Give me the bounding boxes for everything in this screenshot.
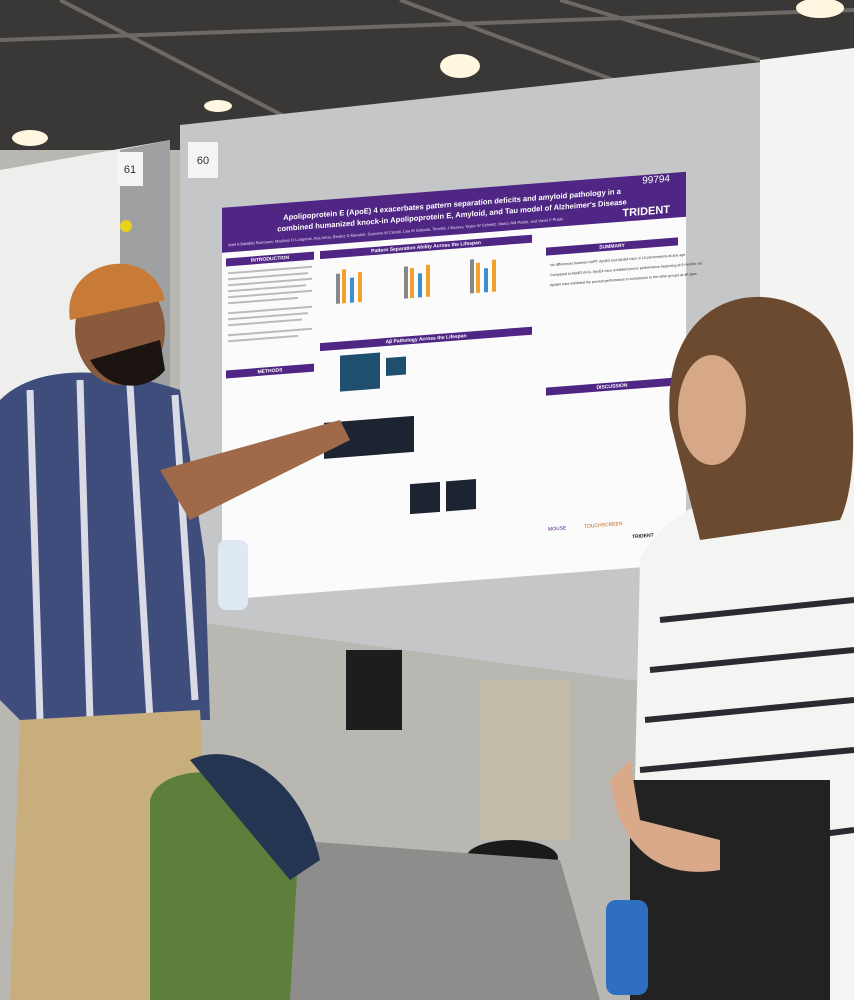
poster: 99794 TRIDENT Apolipoprotein E (ApoE) 4 … — [222, 171, 702, 600]
person-legs — [346, 650, 402, 730]
backpack — [190, 754, 320, 880]
board-number-card — [188, 142, 218, 178]
text-lines — [228, 265, 312, 343]
visitor-arm — [610, 760, 720, 872]
section-bar — [546, 377, 678, 396]
presenter-beard — [90, 340, 165, 386]
footer-logo: MOUSE — [548, 525, 567, 532]
water-bottle — [218, 540, 248, 610]
water-bottle — [606, 900, 648, 995]
section-bar — [320, 326, 532, 352]
visitor-pants — [630, 780, 830, 1000]
visitor-face — [678, 355, 746, 465]
presenter-cap — [69, 263, 165, 320]
section-bar — [226, 251, 314, 267]
ceiling-lights — [12, 0, 844, 146]
pin — [120, 220, 132, 232]
section-bar — [320, 234, 532, 260]
section-heading: INTRODUCTION — [251, 255, 290, 264]
presenter-shirt — [0, 372, 210, 720]
micrographs — [324, 352, 476, 515]
section-heading: SUMMARY — [599, 243, 625, 251]
footer-logo: TRIDENT — [632, 533, 654, 541]
section-bar — [546, 237, 678, 256]
figure-bars — [336, 259, 496, 304]
board-number: 61 — [124, 164, 136, 176]
poster-header — [222, 171, 686, 253]
poster-logo: TRIDENT — [622, 204, 670, 220]
section-bar — [226, 363, 314, 379]
shirt-stripes — [26, 379, 199, 721]
board-number-card — [117, 152, 143, 186]
presenter-arm — [160, 420, 350, 520]
section-heading: DISCUSSION — [596, 383, 627, 391]
person-legs — [480, 680, 570, 840]
section-heading: METHODS — [258, 367, 284, 375]
poster-number: 99794 — [642, 174, 670, 187]
footer-logo: TOUCHSCREEN — [584, 521, 623, 530]
board-number: 60 — [197, 155, 209, 167]
floor-mat — [240, 840, 600, 1000]
